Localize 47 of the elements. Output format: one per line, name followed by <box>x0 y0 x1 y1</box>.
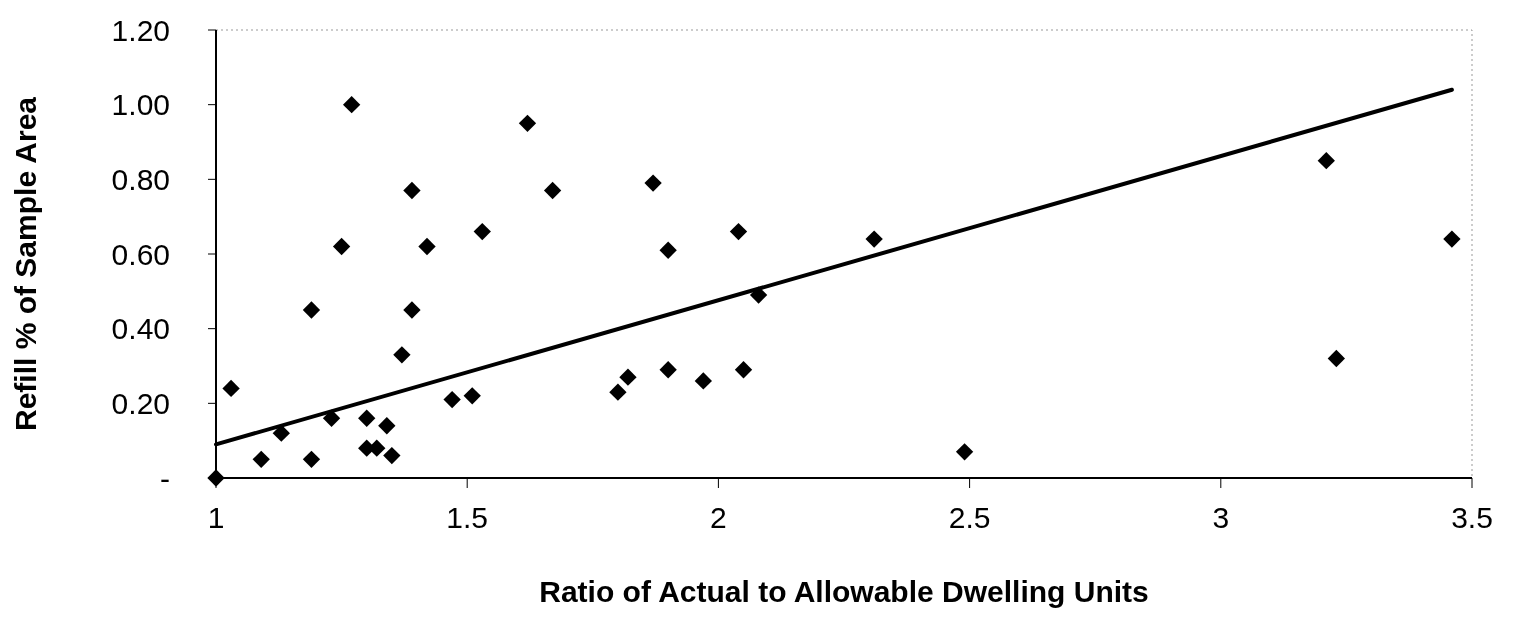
y-tick-label: 0.60 <box>111 237 170 271</box>
point <box>473 222 491 241</box>
point <box>749 286 768 304</box>
point <box>734 361 753 379</box>
point <box>659 241 677 259</box>
y-tick-label: - <box>160 461 170 495</box>
point <box>609 383 627 401</box>
point <box>543 181 562 200</box>
point <box>1327 349 1346 368</box>
y-tick-label: 1.20 <box>111 13 170 47</box>
x-tick-label: 3.5 <box>1451 501 1493 534</box>
x-tick-label: 3 <box>1212 501 1230 534</box>
point <box>403 301 421 319</box>
point <box>729 222 748 241</box>
point <box>1317 152 1335 170</box>
point <box>358 409 376 427</box>
point <box>644 174 662 192</box>
point <box>342 96 361 114</box>
y-tick-label: 0.80 <box>111 162 170 196</box>
point <box>332 237 351 256</box>
y-axis-title: Refill % of Sample Area <box>9 96 42 431</box>
point <box>383 446 401 465</box>
point <box>378 417 396 435</box>
point <box>302 301 321 319</box>
x-tick-label: 1.5 <box>446 501 489 534</box>
point <box>418 237 436 256</box>
y-tick-label: 1.00 <box>111 88 170 122</box>
point <box>1443 230 1461 248</box>
y-tick-label: 0.20 <box>111 386 170 420</box>
point <box>694 372 712 390</box>
point <box>619 368 637 386</box>
point <box>443 390 461 409</box>
x-tick-label: 1 <box>207 501 225 534</box>
point <box>659 361 677 379</box>
point <box>865 230 883 248</box>
point <box>403 181 421 200</box>
x-axis-title: Ratio of Actual to Allowable Dwelling Units <box>539 575 1149 608</box>
point <box>302 450 321 468</box>
point <box>955 443 974 461</box>
x-tick-label: 2.5 <box>948 501 991 534</box>
point <box>252 450 270 468</box>
point <box>393 346 411 364</box>
point <box>222 379 240 398</box>
x-tick-label: 2 <box>710 501 727 534</box>
point <box>463 387 481 405</box>
y-tick-label: 0.40 <box>111 312 170 346</box>
point <box>518 114 537 132</box>
